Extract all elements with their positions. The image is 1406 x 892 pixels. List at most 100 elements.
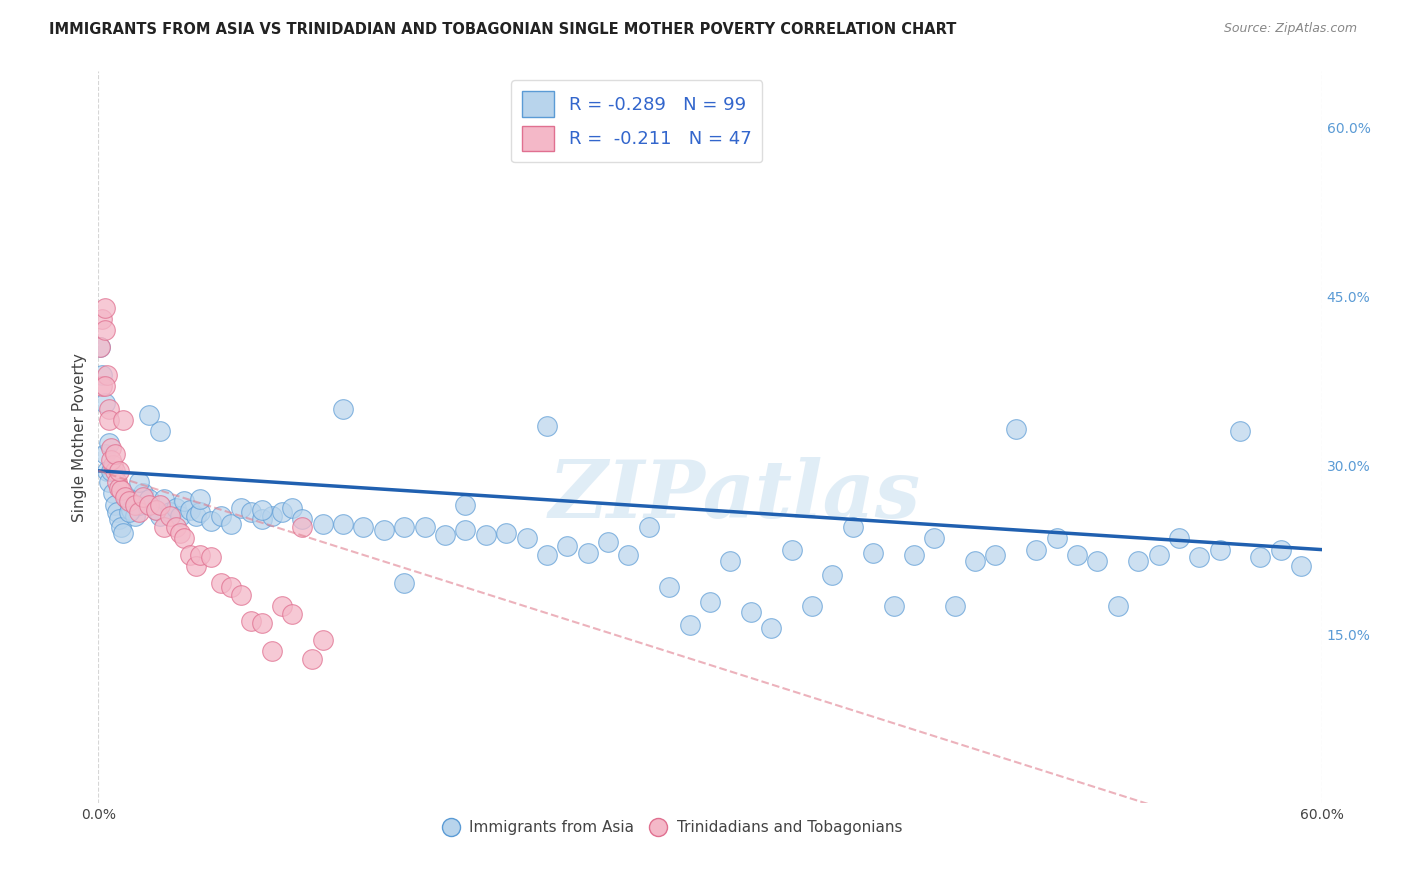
Point [132,486,155,500]
Point [188,506,212,520]
Point [173,494,195,508]
Point [1004,422,1026,436]
Point [101,458,124,473]
Point [1045,532,1069,546]
Point [260,644,283,658]
Point [312,632,335,647]
Point [111,413,134,427]
Point [943,599,966,613]
Point [108,512,131,526]
Point [89,340,111,354]
Point [91,312,114,326]
Point [128,498,150,512]
Point [152,491,174,506]
Point [115,491,138,506]
Point [149,508,172,523]
Point [965,554,987,568]
Point [118,494,141,508]
Point [138,491,160,506]
Point [1270,542,1292,557]
Point [188,548,212,562]
Point [922,532,945,546]
Point [536,548,558,562]
Point [165,520,187,534]
Point [132,490,155,504]
Point [637,520,661,534]
Point [97,435,120,450]
Point [1167,532,1189,546]
Point [186,508,208,523]
Point [281,607,304,621]
Point [110,483,132,497]
Point [413,520,436,534]
Point [903,548,925,562]
Point [312,516,335,531]
Point [105,506,128,520]
Point [801,599,824,613]
Point [96,368,118,383]
Point [984,548,1007,562]
Point [91,368,114,383]
Point [1229,425,1251,439]
Point [332,516,354,531]
Point [1025,542,1047,557]
Point [219,580,242,594]
Point [434,528,457,542]
Point [658,580,681,594]
Point [352,520,374,534]
Point [841,520,863,534]
Point [179,503,201,517]
Point [291,520,314,534]
Point [780,542,803,557]
Point [100,442,122,456]
Point [138,408,160,422]
Point [1128,554,1150,568]
Point [576,546,599,560]
Point [93,379,115,393]
Point [188,491,212,506]
Point [883,599,905,613]
Point [270,506,294,520]
Point [516,532,538,546]
Point [1291,559,1313,574]
Point [718,554,742,568]
Point [100,464,122,478]
Point [128,506,150,520]
Point [96,464,118,478]
Point [97,401,120,416]
Point [159,506,181,520]
Point [598,534,620,549]
Point [105,475,128,489]
Point [219,516,242,531]
Point [454,498,477,512]
Point [1107,599,1129,613]
Point [145,503,167,517]
Point [1085,554,1108,568]
Point [291,512,314,526]
Point [118,506,141,520]
Point [108,464,131,478]
Point [373,524,395,538]
Text: ZIPatlas: ZIPatlas [548,457,921,534]
Point [93,301,115,315]
Point [200,550,222,565]
Point [145,503,167,517]
Point [120,503,142,517]
Point [97,475,120,489]
Point [1066,548,1088,562]
Point [200,515,222,529]
Point [536,418,558,433]
Point [165,500,187,515]
Point [281,500,304,515]
Point [111,525,134,540]
Text: Source: ZipAtlas.com: Source: ZipAtlas.com [1223,22,1357,36]
Point [124,508,146,523]
Point [270,599,294,613]
Point [392,576,416,591]
Point [159,508,181,523]
Point [231,588,253,602]
Point [169,508,191,523]
Point [454,524,477,538]
Point [93,323,115,337]
Point [89,340,111,354]
